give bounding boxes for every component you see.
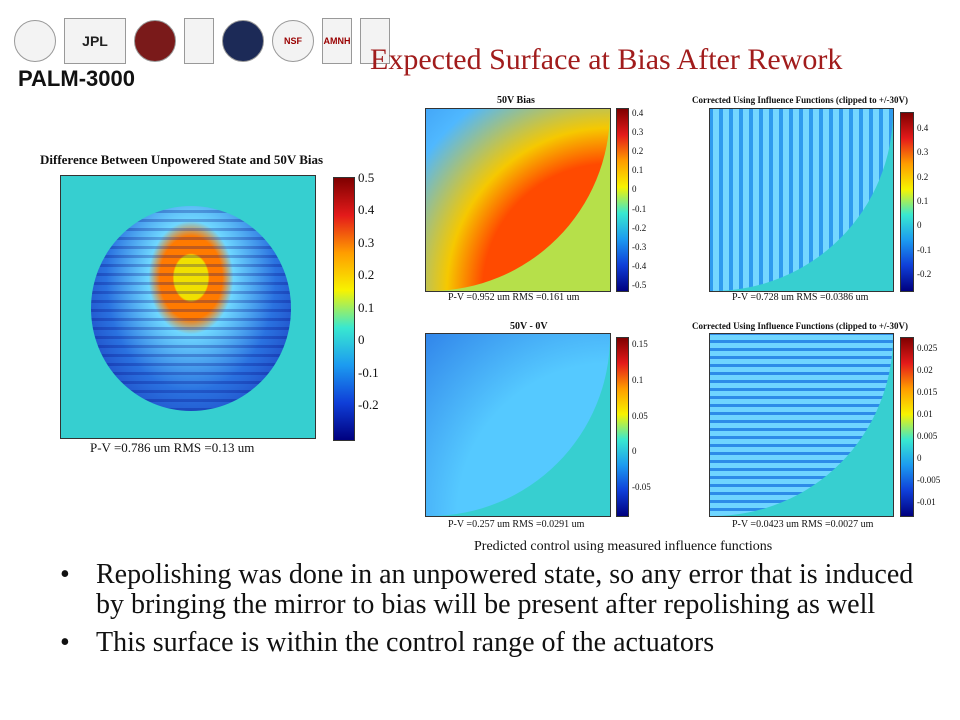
quarter-aperture	[710, 334, 893, 516]
colorbar-tick-label: 0.2	[917, 171, 929, 182]
quarter-aperture	[426, 334, 610, 516]
colorbar-tick-label: 0.1	[358, 299, 375, 315]
bullet-list: Repolishing was done in an unpowered sta…	[60, 560, 920, 666]
surface-map	[709, 108, 894, 292]
colorbar-tick-label: 0.3	[632, 127, 644, 138]
colorbar-tick-label: 0	[917, 220, 922, 231]
colorbar-tick-label: -0.1	[358, 364, 379, 380]
bullet-item: Repolishing was done in an unpowered sta…	[60, 560, 920, 620]
colorbar-tick-label: -0.2	[358, 397, 379, 412]
colorbar	[333, 177, 355, 441]
figure-title: Corrected Using Influence Functions (cli…	[692, 95, 908, 105]
figure-caption: P-V =0.0423 um RMS =0.0027 um	[732, 519, 874, 530]
surface-map	[425, 108, 611, 292]
colorbar-tick-label: 0.1	[632, 374, 644, 385]
institution-logo	[360, 18, 390, 64]
colorbar	[900, 112, 914, 292]
figure-caption: P-V =0.257 um RMS =0.0291 um	[448, 519, 585, 530]
figure-caption: P-V =0.728 um RMS =0.0386 um	[732, 292, 869, 303]
colorbar-tick-label: 0.02	[917, 365, 933, 375]
colorbar-tick-label: 0.1	[632, 165, 644, 176]
oxford-crest-logo	[222, 20, 264, 62]
colorbar-tick-label: -0.4	[632, 260, 647, 271]
circular-aperture	[91, 206, 291, 411]
colorbar-tick-label: 0.01	[917, 409, 933, 419]
bullet-item: This surface is within the control range…	[60, 628, 920, 659]
colorbar-tick-label: 0.15	[632, 339, 648, 349]
figure-title: 50V - 0V	[510, 321, 548, 332]
colorbar	[900, 337, 914, 517]
colorbar-tick-label: 0.4	[917, 123, 929, 133]
slide-title: Expected Surface at Bias After Rework	[370, 43, 843, 76]
colorbar-tick-label: 0.4	[632, 108, 644, 118]
colorbar-tick-label: 0.025	[917, 343, 938, 353]
colorbar-tick-label: 0.015	[917, 387, 938, 397]
surface-map	[60, 175, 316, 439]
logo-strip: JPL NSF AMNH	[14, 18, 390, 64]
colorbar	[616, 108, 629, 292]
figure-title: Corrected Using Influence Functions (cli…	[692, 321, 908, 331]
colorbar-tick-label: 0	[632, 446, 637, 457]
colorbar-tick-label: 0.2	[632, 146, 644, 157]
cornell-seal-logo	[134, 20, 176, 62]
colorbar	[616, 337, 629, 517]
colorbar-tick-label: 0.3	[358, 234, 375, 250]
colorbar-tick-label: -0.5	[632, 280, 647, 290]
colorbar-tick-label: 0.3	[917, 147, 929, 158]
colorbar-tick-label: 0	[917, 453, 922, 463]
quarter-aperture	[710, 109, 893, 291]
figure-title: 50V Bias	[497, 95, 535, 106]
colorbar-tick-label: 0.5	[358, 170, 375, 185]
colorbar-tick-label: 0	[632, 184, 637, 195]
colorbar-tick-label: 0	[358, 332, 365, 348]
colorbar-tick-label: 0.1	[917, 196, 929, 206]
figure-title: Difference Between Unpowered State and 5…	[40, 152, 324, 167]
colorbar-tick-label: -0.3	[632, 241, 647, 252]
brand-label: PALM-3000	[18, 66, 135, 91]
colorbar-tick-label: -0.05	[632, 482, 651, 492]
colorbar-tick-label: 0.05	[632, 410, 648, 421]
caltech-torch-logo	[14, 20, 56, 62]
surface-map	[709, 333, 894, 517]
colorbar-tick-label: 0.005	[917, 431, 938, 441]
colorbar-tick-label: -0.2	[632, 222, 647, 233]
colorbar-tick-label: 0.4	[358, 202, 375, 218]
nsf-logo: NSF	[272, 20, 314, 62]
colorbar-tick-label: -0.2	[917, 269, 932, 279]
colorbar-tick-label: -0.01	[917, 497, 936, 507]
quarter-aperture	[426, 109, 610, 291]
colorbar-tick-label: -0.1	[917, 244, 932, 255]
colorbar-tick-label: 0.2	[358, 267, 375, 283]
colorbar-tick-label: -0.1	[632, 203, 647, 214]
university-crest-logo	[184, 18, 214, 64]
surface-map	[425, 333, 611, 517]
jpl-logo: JPL	[64, 18, 126, 64]
figure-caption: P-V =0.952 um RMS =0.161 um	[448, 292, 580, 303]
amnh-logo: AMNH	[322, 18, 352, 64]
figure-note: Predicted control using measured influen…	[474, 539, 773, 554]
figure-caption: P-V =0.786 um RMS =0.13 um	[90, 440, 255, 455]
colorbar-tick-label: -0.005	[917, 475, 941, 485]
